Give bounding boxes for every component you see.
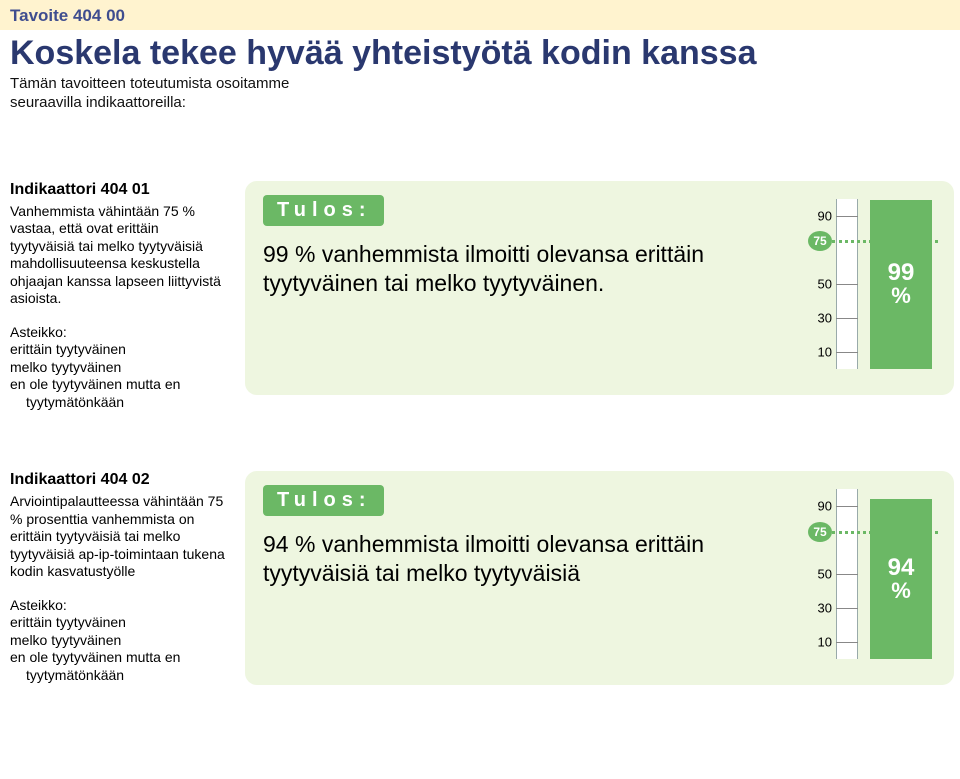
gauge-scale: 10 30 50 90 75: [808, 489, 868, 659]
result-bar: 99%: [870, 200, 932, 368]
result-bar-wrap: 99%: [870, 199, 932, 369]
gauge-tick-label: 10: [808, 635, 832, 650]
gauge-tick: [836, 506, 858, 507]
gauge-tick-label: 30: [808, 310, 832, 325]
indicator-heading: Indikaattori 404 01: [10, 181, 227, 199]
gauge-tick: [836, 318, 858, 319]
indicator-block: Indikaattori 404 01 Vanhemmista vähintään…: [0, 181, 960, 412]
gauge-tick: [836, 352, 858, 353]
gauge-tick: [836, 216, 858, 217]
scale-item: en ole tyytyväinen mutta en: [10, 376, 227, 394]
indicator-heading: Indikaattori 404 02: [10, 471, 227, 489]
result-bar-wrap: 94%: [870, 489, 932, 659]
scale-item-indent: tyytymätönkään: [10, 394, 227, 412]
result-text: 94 % vanhemmista ilmoitti olevansa eritt…: [263, 530, 796, 589]
result-text-col: Tulos: 94 % vanhemmista ilmoitti olevansa…: [263, 485, 808, 659]
scale-label: Asteikko:: [10, 597, 227, 615]
page-subtitle: Tämän tavoitteen toteutumista osoitamme …: [0, 75, 310, 121]
result-label: Tulos:: [263, 485, 384, 516]
scale-item: erittäin tyytyväinen: [10, 614, 227, 632]
target-marker: 75: [808, 231, 832, 251]
result-value: 99: [888, 261, 915, 285]
scale-block: Asteikko:erittäin tyytyväinenmelko tyyty…: [10, 324, 227, 412]
result-label: Tulos:: [263, 195, 384, 226]
gauge-tick-label: 50: [808, 276, 832, 291]
gauge-tick: [836, 642, 858, 643]
result-bar: 94%: [870, 499, 932, 659]
result-text: 99 % vanhemmista ilmoitti olevansa eritt…: [263, 240, 796, 299]
indicator-body: Arviointipalautteessa vähintään 75 % pro…: [10, 493, 227, 581]
scale-item: melko tyytyväinen: [10, 359, 227, 377]
indicator-block: Indikaattori 404 02 Arviointipalautteessa…: [0, 471, 960, 685]
result-text-col: Tulos: 99 % vanhemmista ilmoitti olevansa…: [263, 195, 808, 369]
gauge-column: 10 30 50 90 75 94%: [808, 485, 938, 659]
gauge-tick: [836, 608, 858, 609]
scale-label: Asteikko:: [10, 324, 227, 342]
gauge-tick-label: 90: [808, 208, 832, 223]
scale-block: Asteikko:erittäin tyytyväinenmelko tyyty…: [10, 597, 227, 685]
result-percent-sign: %: [891, 285, 911, 307]
indicator-left-col: Indikaattori 404 01 Vanhemmista vähintään…: [10, 181, 245, 412]
result-card: Tulos: 99 % vanhemmista ilmoitti olevansa…: [245, 181, 954, 395]
gauge-tick-label: 10: [808, 344, 832, 359]
tavoite-code: Tavoite 404 00: [10, 6, 950, 26]
gauge-tick-label: 30: [808, 601, 832, 616]
scale-item-indent: tyytymätönkään: [10, 667, 227, 685]
result-card: Tulos: 94 % vanhemmista ilmoitti olevansa…: [245, 471, 954, 685]
gauge-scale: 10 30 50 90 75: [808, 199, 868, 369]
gauge-column: 10 30 50 90 75 99%: [808, 195, 938, 369]
gauge-tick-label: 90: [808, 499, 832, 514]
gauge-tick: [836, 284, 858, 285]
gauge-tick-label: 50: [808, 567, 832, 582]
result-value: 94: [888, 556, 915, 580]
scale-item: erittäin tyytyväinen: [10, 341, 227, 359]
target-marker: 75: [808, 522, 832, 542]
indicator-body: Vanhemmista vähintään 75 % vastaa, että …: [10, 203, 227, 308]
header-band: Tavoite 404 00: [0, 0, 960, 30]
indicator-left-col: Indikaattori 404 02 Arviointipalautteessa…: [10, 471, 245, 684]
result-percent-sign: %: [891, 580, 911, 602]
gauge-tick: [836, 574, 858, 575]
page-title: Koskela tekee hyvää yhteistyötä kodin ka…: [0, 30, 960, 75]
scale-item: en ole tyytyväinen mutta en: [10, 649, 227, 667]
scale-item: melko tyytyväinen: [10, 632, 227, 650]
